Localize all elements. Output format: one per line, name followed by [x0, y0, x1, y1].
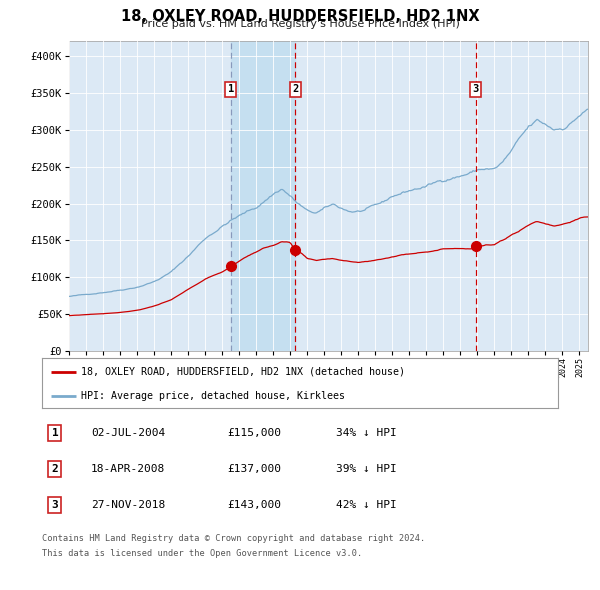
Text: HPI: Average price, detached house, Kirklees: HPI: Average price, detached house, Kirk…	[80, 391, 344, 401]
Text: £143,000: £143,000	[228, 500, 282, 510]
Bar	[230, 41, 295, 351]
Text: 2: 2	[52, 464, 58, 474]
Text: 2: 2	[292, 84, 298, 94]
Text: This data is licensed under the Open Government Licence v3.0.: This data is licensed under the Open Gov…	[42, 549, 362, 558]
Text: £137,000: £137,000	[228, 464, 282, 474]
Text: 02-JUL-2004: 02-JUL-2004	[91, 428, 165, 438]
Text: 3: 3	[473, 84, 479, 94]
Text: 1: 1	[227, 84, 234, 94]
Text: £115,000: £115,000	[228, 428, 282, 438]
Text: 42% ↓ HPI: 42% ↓ HPI	[336, 500, 397, 510]
Text: 27-NOV-2018: 27-NOV-2018	[91, 500, 165, 510]
Text: 18-APR-2008: 18-APR-2008	[91, 464, 165, 474]
Text: 1: 1	[52, 428, 58, 438]
Text: 34% ↓ HPI: 34% ↓ HPI	[336, 428, 397, 438]
Text: 39% ↓ HPI: 39% ↓ HPI	[336, 464, 397, 474]
Text: 3: 3	[52, 500, 58, 510]
Text: 18, OXLEY ROAD, HUDDERSFIELD, HD2 1NX (detached house): 18, OXLEY ROAD, HUDDERSFIELD, HD2 1NX (d…	[80, 366, 404, 376]
Text: Contains HM Land Registry data © Crown copyright and database right 2024.: Contains HM Land Registry data © Crown c…	[42, 534, 425, 543]
Text: 18, OXLEY ROAD, HUDDERSFIELD, HD2 1NX: 18, OXLEY ROAD, HUDDERSFIELD, HD2 1NX	[121, 9, 479, 24]
Text: Price paid vs. HM Land Registry's House Price Index (HPI): Price paid vs. HM Land Registry's House …	[140, 19, 460, 30]
